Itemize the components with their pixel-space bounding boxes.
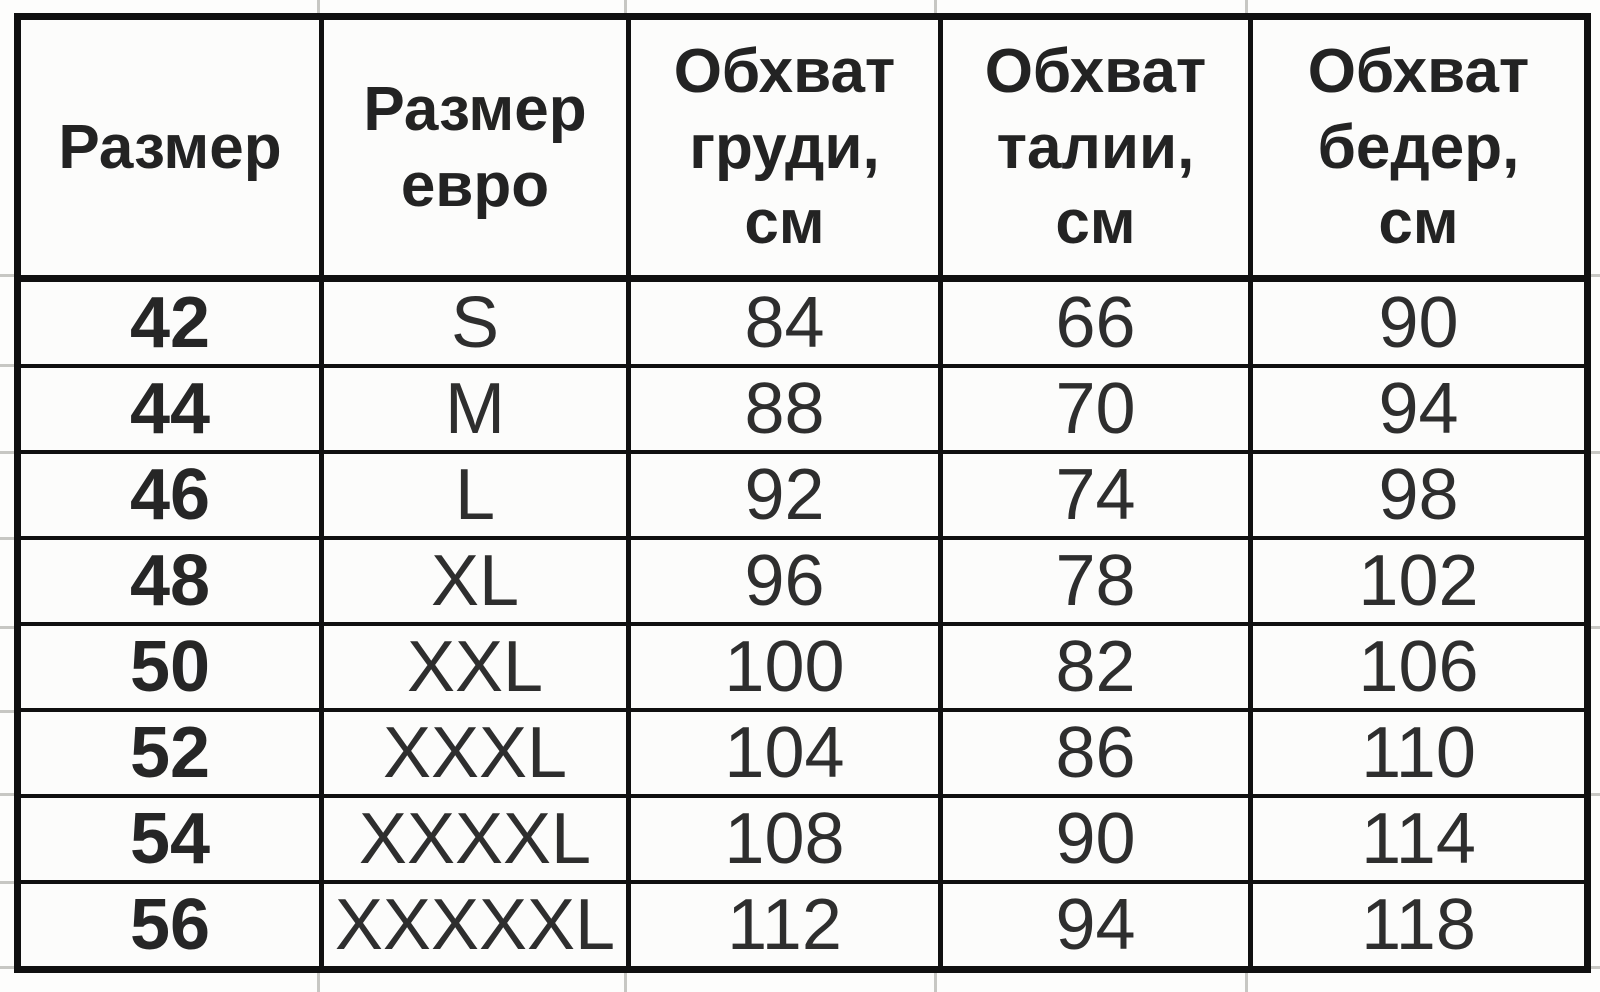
cell-size-euro[interactable]: XXXXXL — [319, 880, 631, 972]
gridline-tick — [624, 973, 627, 992]
gridline-tick — [0, 274, 14, 277]
cell-chest[interactable]: 112 — [626, 880, 943, 972]
gridline-tick — [1586, 793, 1600, 796]
gridline-tick — [0, 966, 14, 969]
cell-size-euro[interactable]: XXL — [319, 622, 631, 712]
gridline-tick — [1586, 626, 1600, 629]
cell-hips[interactable]: 114 — [1248, 794, 1590, 884]
cell-size-ru[interactable]: 54 — [15, 794, 324, 884]
gridline-tick — [0, 537, 14, 540]
size-chart-table: Размер Размер евро Обхват груди, см Обхв… — [14, 13, 1591, 973]
gridline-tick — [624, 0, 627, 13]
gridline-tick — [0, 626, 14, 629]
cell-size-euro[interactable]: XXXL — [319, 708, 631, 798]
gridline-tick — [934, 973, 937, 992]
table-row: 56 XXXXXL 112 94 118 — [15, 880, 1590, 972]
cell-chest[interactable]: 100 — [626, 622, 943, 712]
cell-size-ru[interactable]: 46 — [15, 450, 324, 540]
cell-size-euro[interactable]: M — [319, 364, 631, 454]
cell-chest[interactable]: 104 — [626, 708, 943, 798]
cell-size-euro[interactable]: XXXXL — [319, 794, 631, 884]
gridline-tick — [0, 451, 14, 454]
cell-size-euro[interactable]: L — [319, 450, 631, 540]
cell-size-euro[interactable]: XL — [319, 536, 631, 626]
cell-chest[interactable]: 92 — [626, 450, 943, 540]
cell-chest[interactable]: 96 — [626, 536, 943, 626]
cell-waist[interactable]: 74 — [938, 450, 1253, 540]
gridline-tick — [1245, 973, 1248, 992]
header-row: Размер Размер евро Обхват груди, см Обхв… — [15, 14, 1590, 282]
table-row: 52 XXXL 104 86 110 — [15, 708, 1590, 798]
cell-size-ru[interactable]: 50 — [15, 622, 324, 712]
gridline-tick — [0, 881, 14, 884]
cell-hips[interactable]: 94 — [1248, 364, 1590, 454]
gridline-tick — [0, 364, 14, 367]
cell-waist[interactable]: 94 — [938, 880, 1253, 972]
cell-chest[interactable]: 108 — [626, 794, 943, 884]
cell-size-euro[interactable]: S — [319, 276, 631, 368]
cell-waist[interactable]: 70 — [938, 364, 1253, 454]
header-hips[interactable]: Обхват бедер, см — [1248, 14, 1590, 282]
cell-size-ru[interactable]: 56 — [15, 880, 324, 972]
gridline-tick — [317, 0, 320, 13]
cell-chest[interactable]: 88 — [626, 364, 943, 454]
table-row: 48 XL 96 78 102 — [15, 536, 1590, 626]
header-chest[interactable]: Обхват груди, см — [626, 14, 943, 282]
gridline-tick — [1586, 451, 1600, 454]
table-row: 44 M 88 70 94 — [15, 364, 1590, 454]
cell-hips[interactable]: 90 — [1248, 276, 1590, 368]
cell-waist[interactable]: 90 — [938, 794, 1253, 884]
gridline-tick — [0, 710, 14, 713]
header-size-euro[interactable]: Размер евро — [319, 14, 631, 282]
cell-waist[interactable]: 66 — [938, 276, 1253, 368]
table-row: 46 L 92 74 98 — [15, 450, 1590, 540]
cell-hips[interactable]: 102 — [1248, 536, 1590, 626]
cell-chest[interactable]: 84 — [626, 276, 943, 368]
table-row: 42 S 84 66 90 — [15, 276, 1590, 368]
cell-waist[interactable]: 78 — [938, 536, 1253, 626]
header-size-ru[interactable]: Размер — [15, 14, 324, 282]
gridline-tick — [1586, 966, 1600, 969]
cell-waist[interactable]: 86 — [938, 708, 1253, 798]
gridline-tick — [1586, 274, 1600, 277]
cell-hips[interactable]: 98 — [1248, 450, 1590, 540]
table-row: 50 XXL 100 82 106 — [15, 622, 1590, 712]
cell-size-ru[interactable]: 44 — [15, 364, 324, 454]
gridline-tick — [934, 0, 937, 13]
header-waist[interactable]: Обхват талии, см — [938, 14, 1253, 282]
gridline-tick — [0, 793, 14, 796]
gridline-tick — [1245, 0, 1248, 13]
cell-size-ru[interactable]: 42 — [15, 276, 324, 368]
cell-hips[interactable]: 106 — [1248, 622, 1590, 712]
cell-waist[interactable]: 82 — [938, 622, 1253, 712]
cell-size-ru[interactable]: 52 — [15, 708, 324, 798]
gridline-tick — [317, 973, 320, 992]
table-row: 54 XXXXL 108 90 114 — [15, 794, 1590, 884]
cell-size-ru[interactable]: 48 — [15, 536, 324, 626]
cell-hips[interactable]: 118 — [1248, 880, 1590, 972]
cell-hips[interactable]: 110 — [1248, 708, 1590, 798]
